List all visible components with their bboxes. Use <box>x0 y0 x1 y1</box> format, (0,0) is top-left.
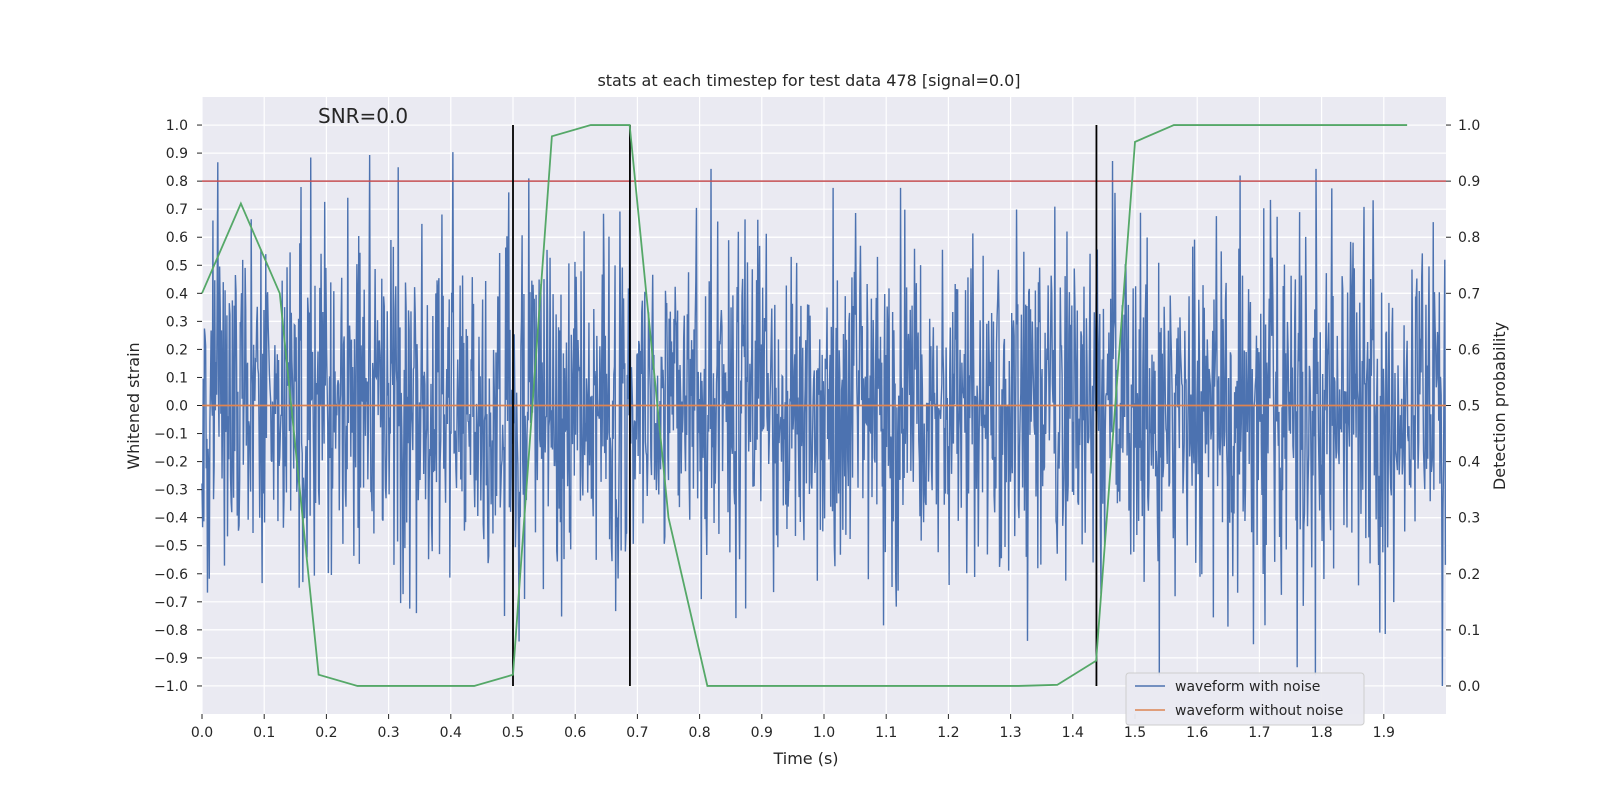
y-tick-label-left: −0.5 <box>154 539 188 555</box>
legend-label-noise: waveform with noise <box>1175 679 1320 695</box>
x-tick-label: 0.4 <box>440 725 462 741</box>
x-axis: 0.0 0.1 0.2 0.3 0.4 0.5 0.6 0.7 0.8 0.9 1.0 1.1 1.2 1… <box>191 714 1395 741</box>
y-axis-label-right: Detection probability <box>1490 322 1509 490</box>
y-tick-label-left: 0.3 <box>166 314 188 330</box>
y-tick-label-left: 0.5 <box>166 258 188 274</box>
y-tick-label-right: 0.1 <box>1458 623 1480 639</box>
y-tick-label-left: 0.2 <box>166 342 188 358</box>
y-axis-label-left: Whitened strain <box>124 342 143 469</box>
x-tick-label: 0.0 <box>191 725 213 741</box>
y-tick-label-right: 0.3 <box>1458 511 1480 527</box>
y-tick-label-left: −0.3 <box>154 483 188 499</box>
y-tick-label-right: 0.5 <box>1458 399 1480 415</box>
y-tick-label-left: 0.0 <box>166 399 188 415</box>
series-layer <box>201 152 1447 686</box>
y-tick-label-left: 0.9 <box>166 146 188 162</box>
left-axis: 1.0 0.9 0.8 0.7 0.6 0.5 0.4 0.3 0.2 0.1 0.0 −0.1 −0.… <box>154 118 202 695</box>
legend: waveform with noise waveform without noi… <box>1125 672 1365 726</box>
y-tick-label-left: −0.7 <box>154 595 188 611</box>
x-tick-label: 0.7 <box>626 725 648 741</box>
x-tick-label: 1.3 <box>999 725 1021 741</box>
x-tick-label: 0.1 <box>253 725 275 741</box>
y-tick-label-right: 0.9 <box>1458 174 1480 190</box>
x-tick-label: 0.8 <box>688 725 710 741</box>
x-tick-label: 0.3 <box>377 725 399 741</box>
y-tick-label-left: 0.6 <box>166 230 188 246</box>
x-tick-label: 0.6 <box>564 725 586 741</box>
y-tick-label-right: 1.0 <box>1458 118 1480 134</box>
x-tick-label: 1.0 <box>813 725 835 741</box>
y-tick-label-left: 0.1 <box>166 370 188 386</box>
x-tick-label: 1.2 <box>937 725 959 741</box>
chart-title: stats at each timestep for test data 478… <box>597 71 1020 90</box>
y-tick-label-right: 0.7 <box>1458 286 1480 302</box>
y-tick-label-left: −0.9 <box>154 651 188 667</box>
series-detection-probability <box>201 124 1408 687</box>
x-tick-label: 0.2 <box>315 725 337 741</box>
y-tick-label-left: 0.7 <box>166 202 188 218</box>
y-tick-label-left: −0.4 <box>154 511 188 527</box>
y-tick-label-left: −1.0 <box>154 679 188 695</box>
y-tick-label-left: 0.8 <box>166 174 188 190</box>
y-tick-label-left: −0.1 <box>154 427 188 443</box>
legend-box <box>1125 672 1365 726</box>
y-tick-label-right: 0.6 <box>1458 342 1480 358</box>
snr-annotation: SNR=0.0 <box>318 104 408 128</box>
y-tick-label-left: −0.2 <box>154 455 188 471</box>
x-tick-label: 1.7 <box>1248 725 1270 741</box>
series-waveform-with-noise <box>201 152 1447 686</box>
x-tick-label: 0.5 <box>502 725 524 741</box>
x-tick-label: 1.8 <box>1310 725 1332 741</box>
y-tick-label-right: 0.0 <box>1458 679 1480 695</box>
x-tick-label: 1.9 <box>1373 725 1395 741</box>
x-axis-label: Time (s) <box>772 749 838 768</box>
y-tick-label-left: −0.6 <box>154 567 188 583</box>
x-tick-label: 1.5 <box>1124 725 1146 741</box>
x-tick-label: 0.9 <box>751 725 773 741</box>
x-tick-label: 1.6 <box>1186 725 1208 741</box>
legend-label-clean: waveform without noise <box>1175 703 1343 719</box>
x-tick-label: 1.4 <box>1062 725 1084 741</box>
y-tick-label-left: −0.8 <box>154 623 188 639</box>
reference-lines <box>201 124 1446 687</box>
y-tick-label-right: 0.2 <box>1458 567 1480 583</box>
y-tick-label-left: 0.4 <box>166 286 188 302</box>
x-tick-label: 1.1 <box>875 725 897 741</box>
right-axis: 1.0 0.9 0.8 0.7 0.6 0.5 0.4 0.3 0.2 0.1 0.0 <box>1446 118 1480 695</box>
y-tick-label-right: 0.8 <box>1458 230 1480 246</box>
y-tick-label-left: 1.0 <box>166 118 188 134</box>
y-tick-label-right: 0.4 <box>1458 455 1480 471</box>
